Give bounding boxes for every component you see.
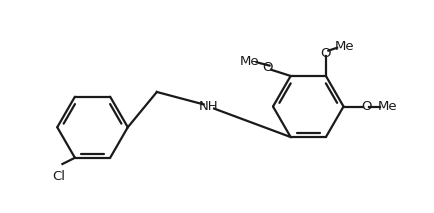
Text: Me: Me <box>335 40 355 53</box>
Text: Me: Me <box>377 100 397 113</box>
Text: O: O <box>361 100 372 113</box>
Text: O: O <box>263 61 273 74</box>
Text: NH: NH <box>199 100 218 113</box>
Text: O: O <box>321 47 331 60</box>
Text: Cl: Cl <box>52 170 65 183</box>
Text: Me: Me <box>239 55 259 68</box>
